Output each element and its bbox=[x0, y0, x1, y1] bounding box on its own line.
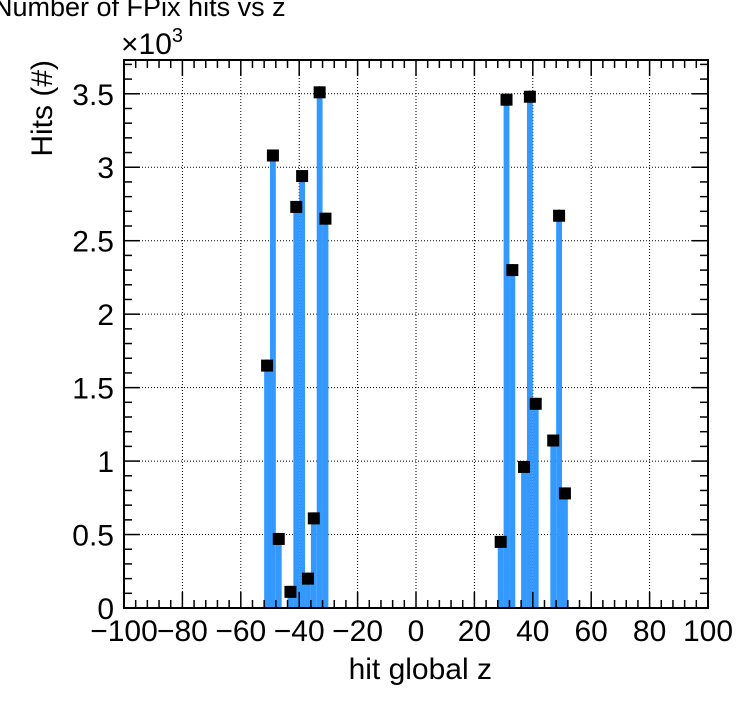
data-point-marker bbox=[261, 359, 274, 372]
x-tick-label: 60 bbox=[575, 615, 608, 648]
x-tick-label: −100 bbox=[90, 615, 158, 648]
y-tick-label: 3 bbox=[97, 152, 114, 185]
data-point-marker bbox=[506, 264, 519, 277]
histogram-bar bbox=[310, 518, 317, 608]
data-point-marker bbox=[319, 212, 332, 225]
histogram-bar bbox=[556, 215, 562, 608]
x-tick-label: 0 bbox=[408, 615, 425, 648]
x-tick-label: −60 bbox=[215, 615, 266, 648]
y-tick-label: 0.5 bbox=[72, 520, 114, 553]
data-point-marker bbox=[558, 487, 571, 500]
histogram-bar bbox=[550, 440, 557, 608]
y-tick-label: 0 bbox=[97, 593, 114, 626]
y-multiplier-exponent: 3 bbox=[172, 25, 183, 47]
histogram-bar bbox=[521, 466, 527, 608]
y-axis-multiplier: ×103 bbox=[121, 25, 183, 61]
x-tick-label: −80 bbox=[157, 615, 208, 648]
histogram-bar bbox=[509, 270, 516, 608]
histogram-bar bbox=[293, 206, 300, 609]
y-axis-label: Hits (#) bbox=[26, 60, 59, 157]
histogram-bar bbox=[316, 92, 323, 608]
x-tick-label: 40 bbox=[516, 615, 549, 648]
x-tick-label: 100 bbox=[683, 615, 733, 648]
ticks bbox=[123, 60, 709, 609]
data-point-marker bbox=[553, 209, 566, 222]
histogram-bar bbox=[497, 541, 504, 608]
data-point-marker bbox=[296, 170, 309, 183]
y-tick-label: 3.5 bbox=[72, 79, 114, 112]
y-tick-label: 1 bbox=[97, 446, 114, 479]
markers bbox=[261, 86, 571, 598]
histogram-bar bbox=[562, 493, 568, 608]
data-point-marker bbox=[301, 572, 314, 585]
data-point-marker bbox=[307, 512, 320, 525]
data-point-marker bbox=[529, 397, 542, 410]
data-point-marker bbox=[523, 90, 536, 103]
x-tick-label: 20 bbox=[458, 615, 491, 648]
histogram-bar bbox=[275, 538, 282, 608]
data-point-marker bbox=[290, 200, 303, 213]
y-multiplier-base: ×10 bbox=[121, 28, 172, 61]
data-point-marker bbox=[500, 93, 513, 106]
data-point-marker bbox=[272, 532, 285, 545]
bars bbox=[264, 92, 568, 609]
data-point-marker bbox=[494, 535, 507, 548]
y-tick-label: 2.5 bbox=[72, 226, 114, 259]
chart-title: Number of FPix hits vs z bbox=[0, 0, 286, 22]
data-point-marker bbox=[518, 460, 531, 473]
histogram-bar bbox=[526, 96, 533, 609]
x-tick-label: 80 bbox=[633, 615, 666, 648]
histogram-bar bbox=[503, 99, 510, 609]
histogram-bar bbox=[270, 155, 276, 608]
x-tick-label: −40 bbox=[274, 615, 325, 648]
histogram-bar bbox=[305, 578, 311, 608]
data-point-marker bbox=[266, 149, 279, 162]
y-tick-label: 2 bbox=[97, 299, 114, 332]
y-tick-labels: 0 0.5 1 1.5 2 2.5 3 3.5 bbox=[72, 79, 114, 626]
histogram-bar bbox=[322, 218, 329, 609]
x-tick-labels: −100 −80 −60 −40 −20 0 20 40 60 80 100 bbox=[90, 615, 733, 648]
data-point-marker bbox=[313, 86, 326, 99]
histogram-bar bbox=[287, 591, 294, 608]
histogram-bar bbox=[264, 365, 270, 608]
x-axis-label: hit global z bbox=[349, 653, 492, 686]
x-tick-label: −20 bbox=[332, 615, 383, 648]
data-point-marker bbox=[547, 434, 560, 447]
histogram-bar bbox=[532, 403, 539, 608]
histogram-bar bbox=[299, 176, 306, 609]
y-tick-label: 1.5 bbox=[72, 373, 114, 406]
data-point-marker bbox=[284, 585, 297, 598]
